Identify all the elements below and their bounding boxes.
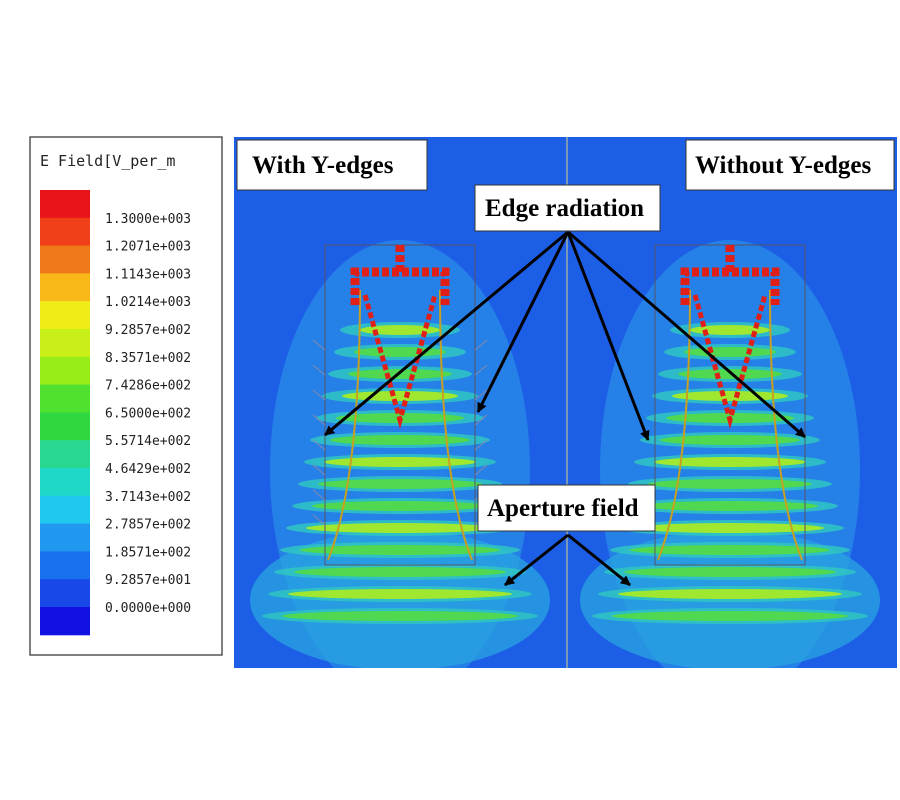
color-swatch xyxy=(40,468,90,497)
color-swatch xyxy=(40,384,90,413)
field-band xyxy=(660,435,800,445)
field-band xyxy=(612,611,848,621)
colorbar-label: 3.7143e+002 xyxy=(105,490,191,505)
colorbar xyxy=(40,190,90,636)
field-band xyxy=(684,347,776,357)
color-swatch xyxy=(40,301,90,330)
field-band xyxy=(330,435,470,445)
colorbar-labels: 1.3000e+003 1.2071e+003 1.1143e+003 1.0214e… xyxy=(105,212,191,616)
field-band xyxy=(642,501,818,511)
color-swatch xyxy=(40,273,90,302)
field-band xyxy=(690,325,770,335)
field-band xyxy=(300,545,500,555)
field-band xyxy=(294,567,506,577)
colorbar-label: 5.5714e+002 xyxy=(105,434,191,449)
annotation-box xyxy=(474,184,661,232)
color-swatch xyxy=(40,190,90,219)
field-band xyxy=(648,479,812,489)
colorbar-label: 1.3000e+003 xyxy=(105,212,191,227)
field-band xyxy=(324,457,476,467)
panel-label-box xyxy=(685,139,895,191)
colorbar-label: 1.8571e+002 xyxy=(105,545,191,560)
color-swatch xyxy=(40,412,90,441)
colorbar-label: 6.5000e+002 xyxy=(105,406,191,421)
field-band xyxy=(312,501,488,511)
annotation: Aperture field xyxy=(487,495,639,522)
colorbar-label: 1.1143e+003 xyxy=(105,267,191,282)
legend-title: E Field[V_per_m xyxy=(40,152,175,170)
annotation: Edge radiation xyxy=(485,195,644,222)
y-edge xyxy=(312,464,488,476)
y-edge xyxy=(312,389,488,401)
color-swatch xyxy=(40,329,90,358)
panel-label-box xyxy=(236,139,428,191)
y-edge xyxy=(312,364,488,376)
field-band xyxy=(342,391,458,401)
y-edge xyxy=(312,439,488,451)
colorbar-label: 4.6429e+002 xyxy=(105,462,191,477)
colorbar-label: 8.3571e+002 xyxy=(105,351,191,366)
colorbar-label: 9.2857e+002 xyxy=(105,323,191,338)
colorbar-label: 1.2071e+003 xyxy=(105,240,191,255)
slot-edge xyxy=(769,289,803,561)
feed-line xyxy=(692,294,768,430)
panel-label: With Y-edges xyxy=(252,152,394,179)
field-band xyxy=(636,523,824,533)
field-band xyxy=(288,589,512,599)
y-edge xyxy=(312,414,488,426)
field-band xyxy=(630,545,830,555)
field-band xyxy=(654,457,806,467)
colorbar-label: 2.7857e+002 xyxy=(105,518,191,533)
color-swatch xyxy=(40,356,90,386)
color-swatch xyxy=(40,551,90,580)
field-pattern xyxy=(250,240,880,668)
field-band xyxy=(624,567,836,577)
field-band xyxy=(618,589,842,599)
colorbar-label: 7.4286e+002 xyxy=(105,379,191,394)
color-swatch xyxy=(40,607,90,636)
y-edge xyxy=(312,339,488,351)
feed-line xyxy=(680,245,780,305)
slot-edge xyxy=(327,289,361,561)
color-swatch xyxy=(40,245,90,274)
panel-label: Without Y-edges xyxy=(695,152,871,179)
colorbar-label: 9.2857e+001 xyxy=(105,573,191,588)
field-band xyxy=(672,391,788,401)
feed-line xyxy=(350,245,450,305)
color-swatch xyxy=(40,495,90,525)
field-band xyxy=(354,347,446,357)
annotation-box xyxy=(477,484,656,532)
colorbar-label: 1.0214e+003 xyxy=(105,295,191,310)
color-swatch xyxy=(40,217,90,247)
field-band xyxy=(282,611,518,621)
arrows xyxy=(324,230,806,587)
color-swatch xyxy=(40,523,90,552)
color-swatch xyxy=(40,440,90,469)
colorbar-label: 0.0000e+000 xyxy=(105,601,191,616)
field-band xyxy=(360,325,440,335)
field-band xyxy=(306,523,494,533)
color-swatch xyxy=(40,579,90,608)
feed-line xyxy=(362,294,438,430)
field-band xyxy=(318,479,482,489)
